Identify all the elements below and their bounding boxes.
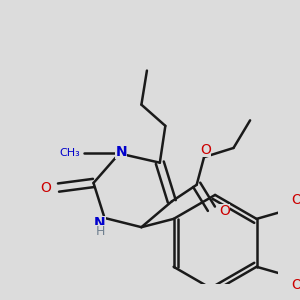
Text: O: O (200, 143, 211, 157)
Text: CH₃: CH₃ (59, 148, 80, 158)
Text: O: O (219, 204, 230, 218)
Text: O: O (40, 181, 51, 195)
Text: H: H (95, 225, 105, 238)
Text: N: N (94, 216, 106, 230)
Text: O: O (292, 278, 300, 292)
Text: O: O (292, 194, 300, 208)
Text: N: N (115, 145, 127, 159)
